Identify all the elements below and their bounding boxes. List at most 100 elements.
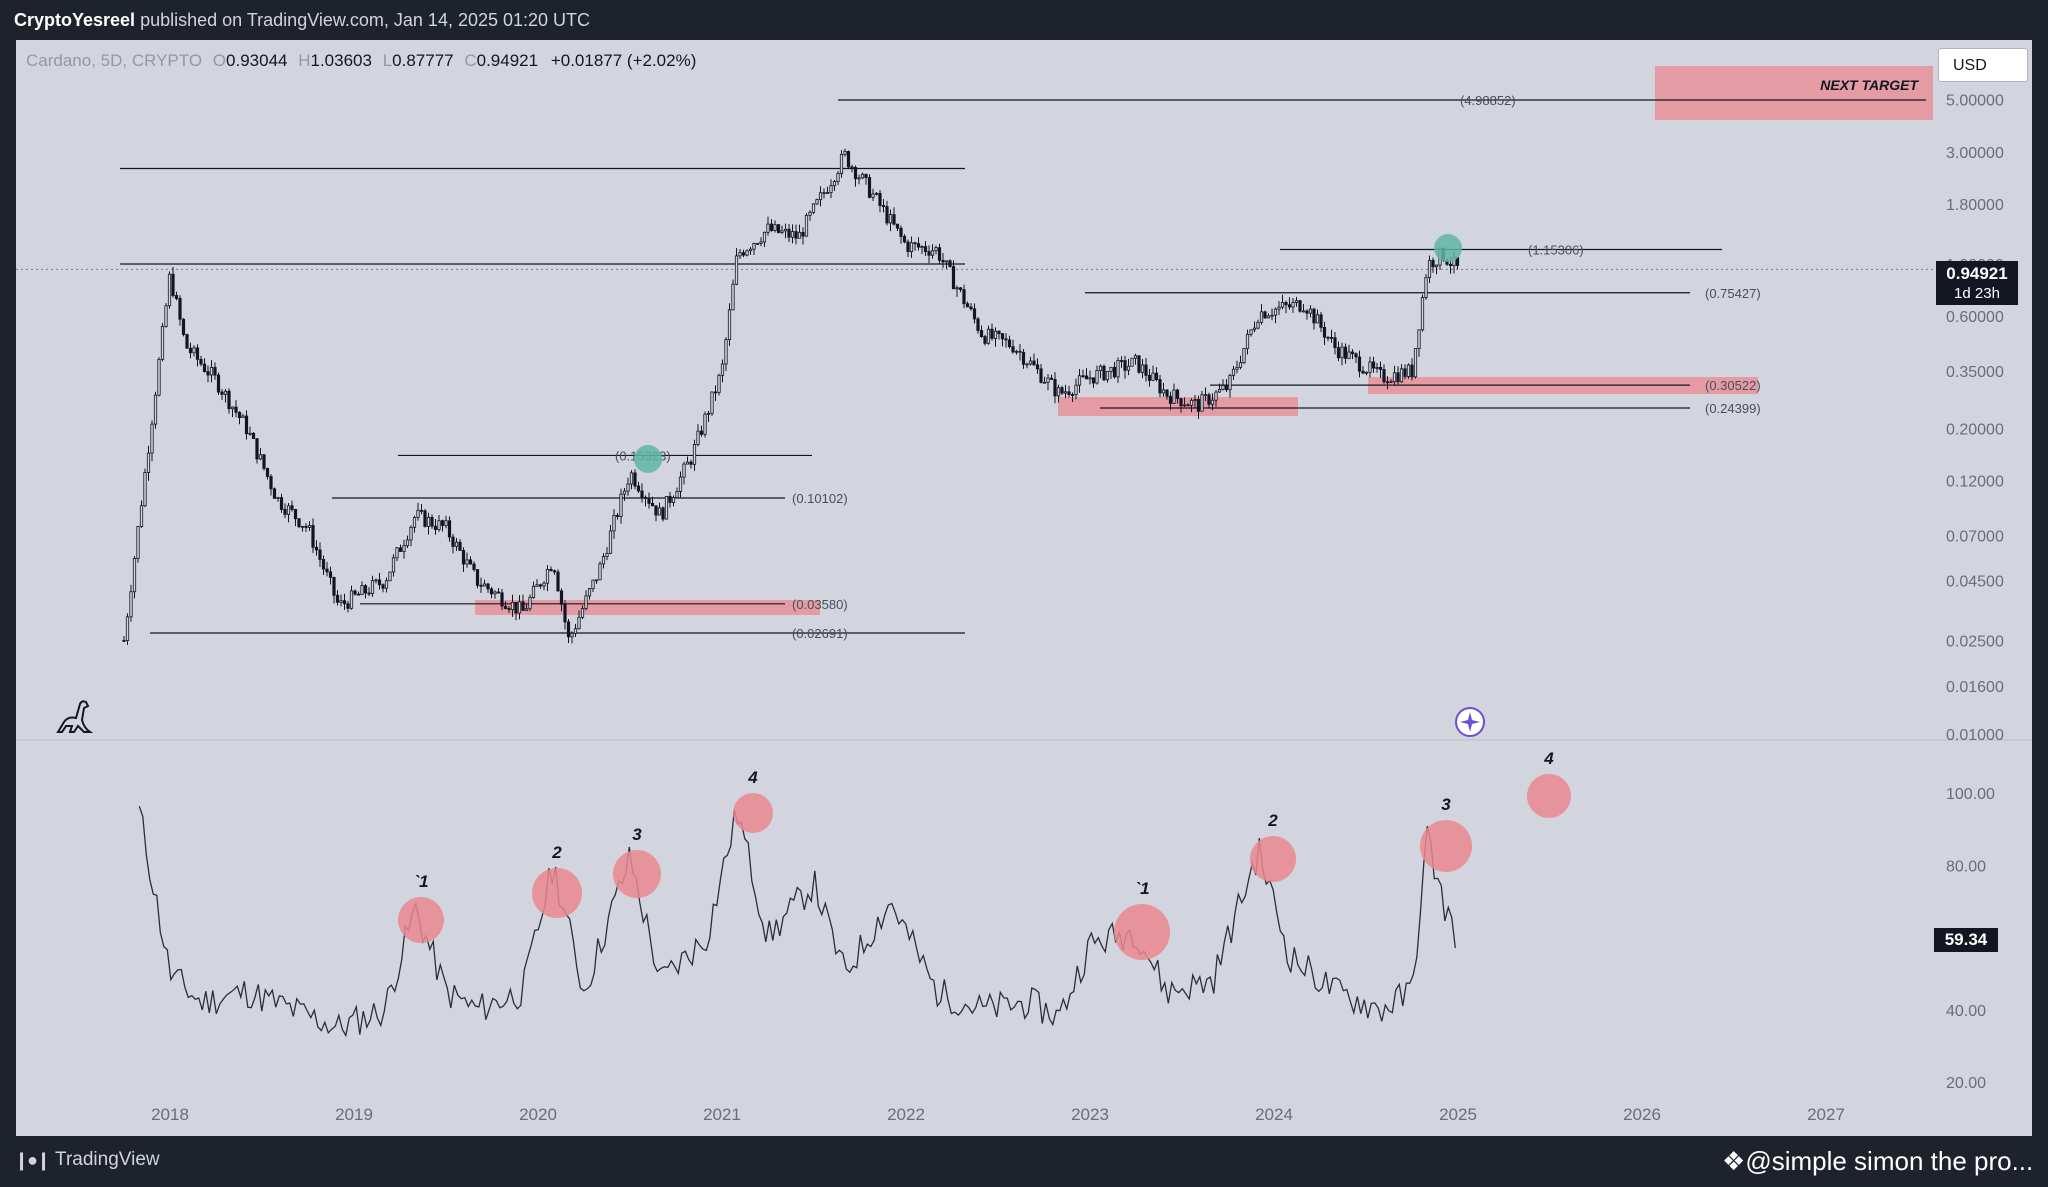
price-candle bbox=[1133, 355, 1138, 359]
price-candle bbox=[1319, 314, 1323, 328]
price-candle bbox=[594, 579, 599, 582]
price-candle bbox=[391, 557, 396, 573]
price-candle bbox=[318, 549, 322, 560]
price-candle bbox=[923, 246, 928, 252]
price-tick-label: 1.80000 bbox=[1946, 197, 2004, 214]
price-candle bbox=[1298, 300, 1302, 312]
price-candle bbox=[902, 236, 907, 243]
price-candle bbox=[573, 628, 578, 634]
price-candle bbox=[846, 151, 851, 168]
symbol-label[interactable]: Cardano, 5D, CRYPTO bbox=[26, 51, 203, 70]
price-candle bbox=[867, 177, 872, 198]
price-candle bbox=[794, 231, 798, 239]
time-tick-label: 2024 bbox=[1255, 1105, 1293, 1124]
price-candle bbox=[790, 231, 795, 238]
price-candle bbox=[1074, 384, 1078, 396]
price-candle bbox=[1256, 321, 1260, 329]
price-candle bbox=[881, 205, 886, 208]
footer-bar: ❙●❙ TradingView ❖@simple simon the pro..… bbox=[0, 1136, 2048, 1187]
level-value-label: (0.24399) bbox=[1705, 401, 1761, 416]
price-candle bbox=[321, 559, 326, 570]
price-candle bbox=[1193, 399, 1197, 401]
price-candle bbox=[601, 556, 606, 565]
compass-icon[interactable] bbox=[1454, 706, 1486, 738]
time-tick-label: 2019 bbox=[335, 1105, 373, 1124]
price-candle bbox=[398, 547, 403, 552]
price-candle bbox=[412, 517, 417, 528]
price-candle bbox=[559, 590, 564, 605]
price-tick-label: 5.00000 bbox=[1946, 93, 2004, 110]
grid-layer bbox=[16, 268, 2032, 741]
price-candle bbox=[482, 583, 487, 587]
time-tick-label: 2025 bbox=[1439, 1105, 1477, 1124]
price-candle bbox=[1098, 365, 1103, 371]
price-candle bbox=[132, 558, 137, 593]
price-candle bbox=[349, 590, 354, 609]
price-candle bbox=[507, 608, 511, 610]
price-candle bbox=[269, 476, 273, 490]
dino-icon[interactable] bbox=[54, 696, 94, 736]
price-candle bbox=[1224, 385, 1229, 391]
author-name[interactable]: CryptoYesreel bbox=[14, 10, 136, 30]
low-key: L bbox=[382, 51, 393, 70]
price-candle bbox=[475, 569, 480, 586]
price-candle bbox=[990, 328, 994, 339]
price-candle bbox=[580, 608, 585, 618]
price-candle bbox=[290, 505, 294, 510]
open-value: 0.93044 bbox=[226, 51, 288, 70]
price-candle bbox=[454, 541, 459, 547]
rsi-tick-label: 40.00 bbox=[1946, 1003, 1986, 1020]
price-candle bbox=[262, 454, 266, 469]
candle-countdown: 1d 23h bbox=[1954, 285, 2000, 302]
price-candle bbox=[577, 616, 581, 630]
price-candle bbox=[759, 241, 763, 244]
high-value: 1.03603 bbox=[310, 51, 372, 70]
price-candle bbox=[1147, 374, 1152, 381]
price-candle bbox=[927, 251, 931, 256]
price-candle bbox=[1382, 369, 1386, 383]
price-candle bbox=[230, 406, 235, 410]
wave-circle bbox=[398, 897, 444, 943]
price-candle bbox=[1305, 310, 1309, 314]
tradingview-logo-icon: ❙●❙ bbox=[14, 1149, 51, 1170]
price-candle bbox=[216, 374, 221, 393]
price-candle bbox=[825, 192, 830, 194]
wave-label: 2 bbox=[1267, 811, 1278, 830]
price-candle bbox=[622, 490, 627, 495]
price-candle bbox=[1077, 375, 1082, 386]
currency-button[interactable]: USD bbox=[1938, 48, 2028, 82]
price-candle bbox=[1329, 337, 1334, 339]
price-candle bbox=[878, 192, 882, 206]
price-candle bbox=[325, 568, 329, 573]
price-candle bbox=[1011, 346, 1015, 353]
price-candle bbox=[458, 541, 462, 551]
price-candle bbox=[304, 525, 308, 528]
zones-layer: NEXT TARGET bbox=[475, 66, 1933, 615]
price-candle bbox=[864, 173, 868, 178]
price-candle bbox=[836, 173, 840, 183]
price-candle bbox=[167, 273, 172, 307]
price-candle bbox=[195, 347, 200, 360]
price-candle bbox=[696, 430, 700, 445]
price-candle bbox=[843, 151, 847, 155]
price-candle bbox=[1028, 360, 1033, 365]
price-candle bbox=[612, 515, 616, 532]
price-candle bbox=[1333, 337, 1337, 349]
price-candle bbox=[489, 588, 494, 595]
level-value-label: (0.02691) bbox=[792, 626, 848, 641]
wave-circle bbox=[613, 850, 661, 898]
price-candle bbox=[409, 526, 413, 541]
wave-circle bbox=[532, 868, 582, 918]
price-candle bbox=[353, 590, 357, 595]
price-candle bbox=[647, 497, 651, 504]
price-candle bbox=[503, 605, 508, 609]
tradingview-logo[interactable]: ❙●❙ TradingView bbox=[14, 1149, 160, 1171]
time-tick-label: 2026 bbox=[1623, 1105, 1661, 1124]
price-candle bbox=[692, 444, 697, 465]
time-tick-label: 2027 bbox=[1807, 1105, 1845, 1124]
price-candle bbox=[447, 520, 452, 538]
price-candle bbox=[1448, 263, 1453, 266]
price-candle bbox=[1231, 368, 1236, 376]
price-tick-label: 0.20000 bbox=[1946, 421, 2004, 438]
